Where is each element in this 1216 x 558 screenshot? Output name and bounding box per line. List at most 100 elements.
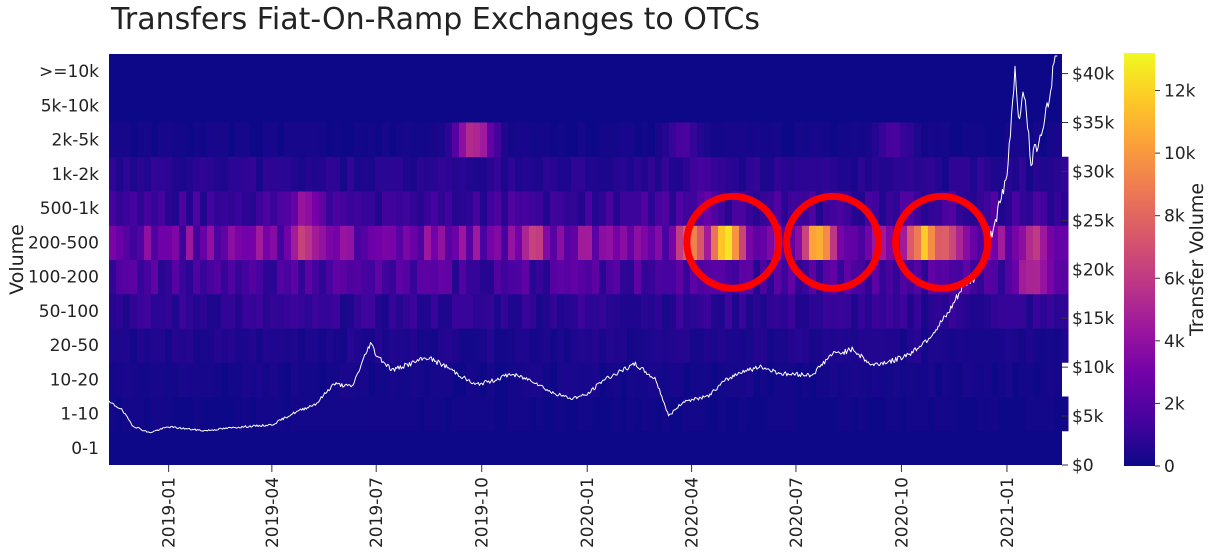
heatmap-cell-200-500 — [949, 225, 957, 260]
heatmap-cell-500-1k — [172, 191, 180, 226]
heatmap-cell-1k-2k — [1040, 156, 1048, 192]
y-tick-label: >=10k — [39, 62, 99, 82]
heatmap-cell-1k-2k — [970, 156, 978, 192]
heatmap-cell-2k-5k — [543, 122, 551, 158]
heatmap-cell-100-200 — [186, 259, 194, 295]
heatmap-cell-200-500 — [277, 225, 285, 260]
heatmap-cell-10-20 — [277, 362, 285, 397]
heatmap-cell-20-50 — [494, 328, 502, 363]
heatmap-cell-500-1k — [676, 191, 684, 226]
heatmap-cell-1-10 — [613, 396, 621, 432]
heatmap-cell-50-100 — [998, 293, 1006, 329]
heatmap-cell-20-50 — [522, 328, 530, 363]
heatmap-cell-20-50 — [879, 328, 887, 363]
heatmap-cell-2k-5k — [599, 122, 607, 158]
heatmap-cell-200-500 — [606, 225, 614, 260]
heatmap-cell-10-20 — [249, 362, 257, 397]
heatmap-cell-1k-2k — [480, 156, 488, 192]
heatmap-cell-200-500 — [592, 225, 600, 260]
heatmap-cell-500-1k — [508, 191, 516, 226]
heatmap-cell-20-50 — [746, 328, 754, 363]
heatmap-cell-100-200 — [879, 259, 887, 295]
heatmap-cell-2k-5k — [809, 122, 817, 158]
heatmap-cell-20-50 — [396, 328, 404, 363]
heatmap-cell-20-50 — [571, 328, 579, 363]
heatmap-cell-500-1k — [305, 191, 313, 226]
heatmap-cell-2k-5k — [284, 122, 292, 158]
heatmap-cell-2k-5k — [193, 122, 201, 158]
heatmap-cell-200-500 — [900, 225, 908, 260]
y2-tick-label: $35k — [1072, 114, 1114, 134]
heatmap-cell-10-20 — [627, 362, 635, 397]
heatmap-cell-2k-5k — [942, 122, 950, 158]
heatmap-cell-2k-5k — [508, 122, 516, 158]
heatmap-cell-200-500 — [214, 225, 222, 260]
heatmap-cell-200-500 — [256, 225, 264, 260]
heatmap-cell-2k-5k — [732, 122, 740, 158]
heatmap-cell-50-100 — [844, 293, 852, 329]
heatmap-cell-100-200 — [1019, 259, 1027, 295]
heatmap-cell-10-20 — [732, 362, 740, 397]
heatmap-cell-100-200 — [438, 259, 446, 295]
heatmap-cell-1-10 — [774, 396, 782, 432]
heatmap-cell-20-50 — [795, 328, 803, 363]
heatmap-cell-500-1k — [739, 191, 747, 226]
heatmap-cell-100-200 — [221, 259, 229, 295]
heatmap-cell-1k-2k — [389, 156, 397, 192]
heatmap-cell-200-500 — [200, 225, 208, 260]
heatmap-cell-20-50 — [207, 328, 215, 363]
heatmap-cell-100-200 — [984, 259, 992, 295]
heatmap-cell-20-50 — [914, 328, 922, 363]
heatmap-cell-10-20 — [305, 362, 313, 397]
heatmap-cell-100-200 — [641, 259, 649, 295]
heatmap-cell-500-1k — [781, 191, 789, 226]
heatmap-cell-500-1k — [711, 191, 719, 226]
heatmap-cell-100-200 — [515, 259, 523, 295]
heatmap-cell-1-10 — [158, 396, 166, 432]
heatmap-cell-50-100 — [592, 293, 600, 329]
heatmap-cell-50-100 — [795, 293, 803, 329]
heatmap-cell-500-1k — [270, 191, 278, 226]
heatmap-cell-200-500 — [417, 225, 425, 260]
heatmap-cell-50-100 — [557, 293, 565, 329]
heatmap-cell-500-1k — [1054, 191, 1062, 226]
heatmap-cell-2k-5k — [179, 122, 187, 158]
heatmap-cell-100-200 — [368, 259, 376, 295]
heatmap-cell-500-1k — [1061, 191, 1069, 226]
heatmap-cell-10-20 — [900, 362, 908, 397]
heatmap-cell-200-500 — [207, 225, 215, 260]
heatmap-cell-1-10 — [767, 396, 775, 432]
heatmap-cell-500-1k — [599, 191, 607, 226]
heatmap-cell-1-10 — [256, 396, 264, 432]
heatmap-cell-10-20 — [704, 362, 712, 397]
heatmap-cell-2k-5k — [606, 122, 614, 158]
heatmap-cell-1k-2k — [130, 156, 138, 192]
heatmap-cell-100-200 — [557, 259, 565, 295]
heatmap-cell-2k-5k — [368, 122, 376, 158]
heatmap-cell-200-500 — [907, 225, 915, 260]
heatmap-cell-500-1k — [1026, 191, 1034, 226]
heatmap-cell-500-1k — [949, 191, 957, 226]
heatmap-cell-500-1k — [928, 191, 936, 226]
heatmap-cell-500-1k — [249, 191, 257, 226]
heatmap-cell-50-100 — [732, 293, 740, 329]
heatmap-cell-1-10 — [403, 396, 411, 432]
heatmap-cell-10-20 — [942, 362, 950, 397]
heatmap-cell-200-500 — [116, 225, 124, 260]
heatmap-cell-500-1k — [480, 191, 488, 226]
heatmap-cell-100-200 — [844, 259, 852, 295]
heatmap-cell-1k-2k — [893, 156, 901, 192]
heatmap-cell-1-10 — [585, 396, 593, 432]
heatmap-cell-200-500 — [816, 225, 824, 260]
heatmap-cell-2k-5k — [879, 122, 887, 158]
heatmap-cell-1k-2k — [697, 156, 705, 192]
heatmap-cell-50-100 — [578, 293, 586, 329]
heatmap-cell-500-1k — [123, 191, 131, 226]
heatmap-cell-200-500 — [284, 225, 292, 260]
heatmap-cell-20-50 — [991, 328, 999, 363]
heatmap-cell-1k-2k — [949, 156, 957, 192]
heatmap-cell-1k-2k — [151, 156, 159, 192]
heatmap-cell-200-500 — [795, 225, 803, 260]
heatmap-cell-2k-5k — [1047, 122, 1055, 158]
heatmap-cell-50-100 — [648, 293, 656, 329]
